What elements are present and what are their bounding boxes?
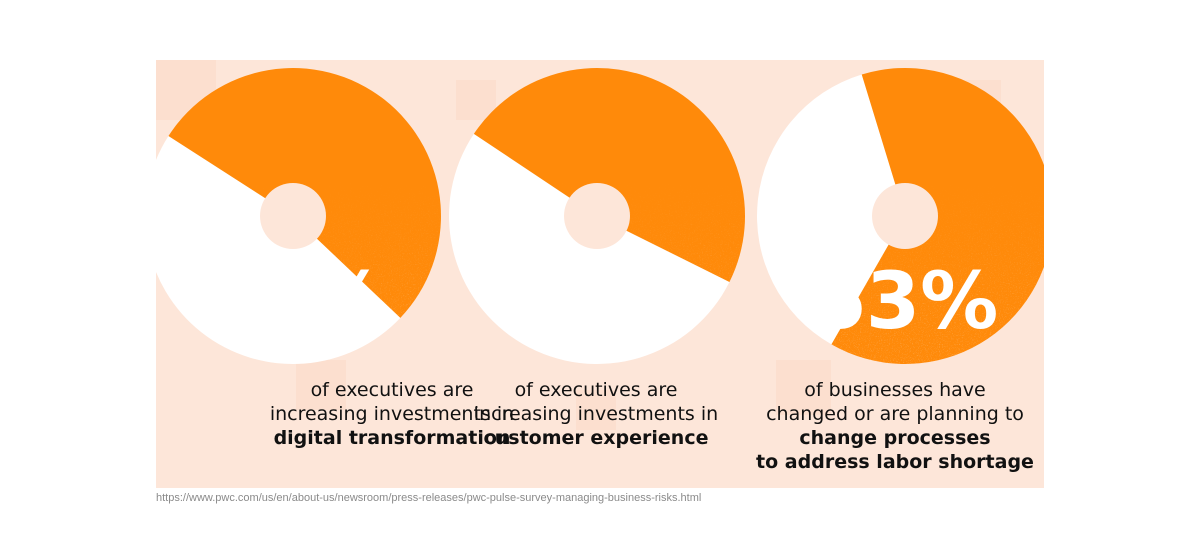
pattern-shape [296, 360, 346, 410]
source-link[interactable]: https://www.pwc.com/us/en/about-us/newsr… [156, 492, 702, 504]
donut-1-value-label: 53% [200, 257, 387, 347]
caption-2-line-1: of executives are [514, 379, 678, 401]
caption-1: of executives are increasing investments… [242, 378, 542, 450]
caption-3-line-2: changed or are planning to [766, 403, 1024, 425]
donut-1-remainder-slice [156, 136, 401, 365]
infographic-panel: 53% 48% 63% of executives are increasing i… [156, 60, 1044, 488]
donut-2-value-label: 48% [504, 257, 691, 347]
donut-2-remainder-slice [449, 133, 730, 364]
pattern-shape [576, 390, 616, 430]
caption-3-bold-2: to address labor shortage [756, 451, 1034, 473]
pattern-shape [456, 80, 496, 120]
charts-canvas: 53% 48% 63% [156, 60, 1044, 430]
pattern-shape [776, 360, 831, 415]
donut-chart-2: 48% [449, 67, 746, 364]
caption-2-bold: customer experience [483, 427, 709, 449]
donut-1-hole [260, 183, 326, 249]
caption-1-line-2: increasing investments in [269, 403, 515, 425]
donut-3-hole [872, 183, 938, 249]
donut-3-value-label: 63% [812, 257, 999, 347]
caption-2-line-2: increasing investments in [473, 403, 719, 425]
donut-2-hole [564, 183, 630, 249]
donut-chart-3: 63% [757, 68, 1044, 364]
donut-3-remainder-slice [757, 74, 905, 345]
caption-3-line-1: of businesses have [804, 379, 986, 401]
caption-2: of executives are increasing investments… [446, 378, 746, 450]
donut-chart-1: 53% [156, 68, 441, 365]
caption-3: of businesses have changed or are planni… [745, 378, 1044, 474]
caption-3-bold-1: change processes [799, 427, 991, 449]
caption-1-bold: digital transformation [273, 427, 511, 449]
caption-1-line-1: of executives are [310, 379, 474, 401]
